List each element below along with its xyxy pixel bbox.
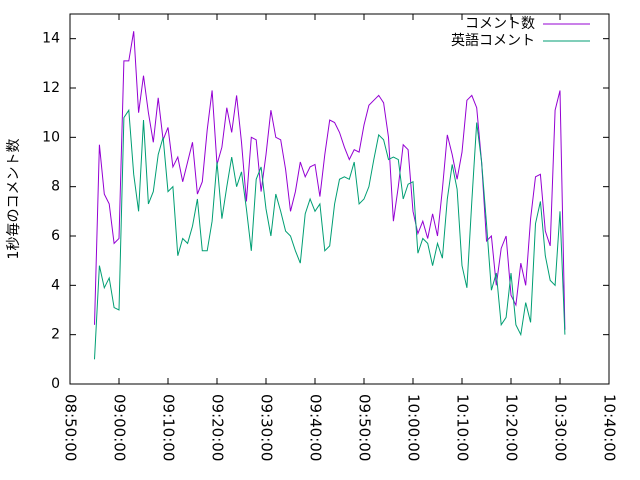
y-tick-label: 14 [42, 31, 60, 47]
x-tick-label: 09:10:00 [160, 394, 178, 461]
x-tick-label: 09:20:00 [209, 394, 227, 461]
y-tick-label: 12 [42, 80, 60, 96]
legend-label: 英語コメント [451, 32, 535, 49]
y-axis-label: 1秒毎のコメント数 [6, 139, 22, 260]
x-tick-label: 09:50:00 [356, 394, 374, 461]
x-tick-label: 08:50:00 [62, 394, 80, 461]
legend-label: コメント数 [465, 16, 535, 32]
x-tick-label: 10:10:00 [454, 394, 472, 461]
x-tick-label: 10:00:00 [405, 394, 423, 461]
plot-frame [69, 13, 610, 385]
x-tick-label: 09:40:00 [307, 394, 325, 461]
x-tick-label: 10:40:00 [601, 394, 619, 461]
x-tick-label: 10:30:00 [552, 394, 570, 461]
y-tick-label: 4 [51, 277, 60, 293]
y-tick-label: 2 [51, 327, 60, 343]
series-line [94, 108, 566, 360]
series-line [94, 31, 566, 330]
y-tick-label: 6 [51, 228, 60, 244]
x-tick-label: 09:30:00 [258, 394, 276, 461]
y-tick-label: 8 [51, 179, 60, 195]
y-tick-label: 0 [51, 376, 60, 392]
y-tick-label: 10 [42, 129, 60, 145]
x-tick-label: 10:20:00 [503, 394, 521, 461]
x-tick-label: 09:00:00 [111, 394, 129, 461]
